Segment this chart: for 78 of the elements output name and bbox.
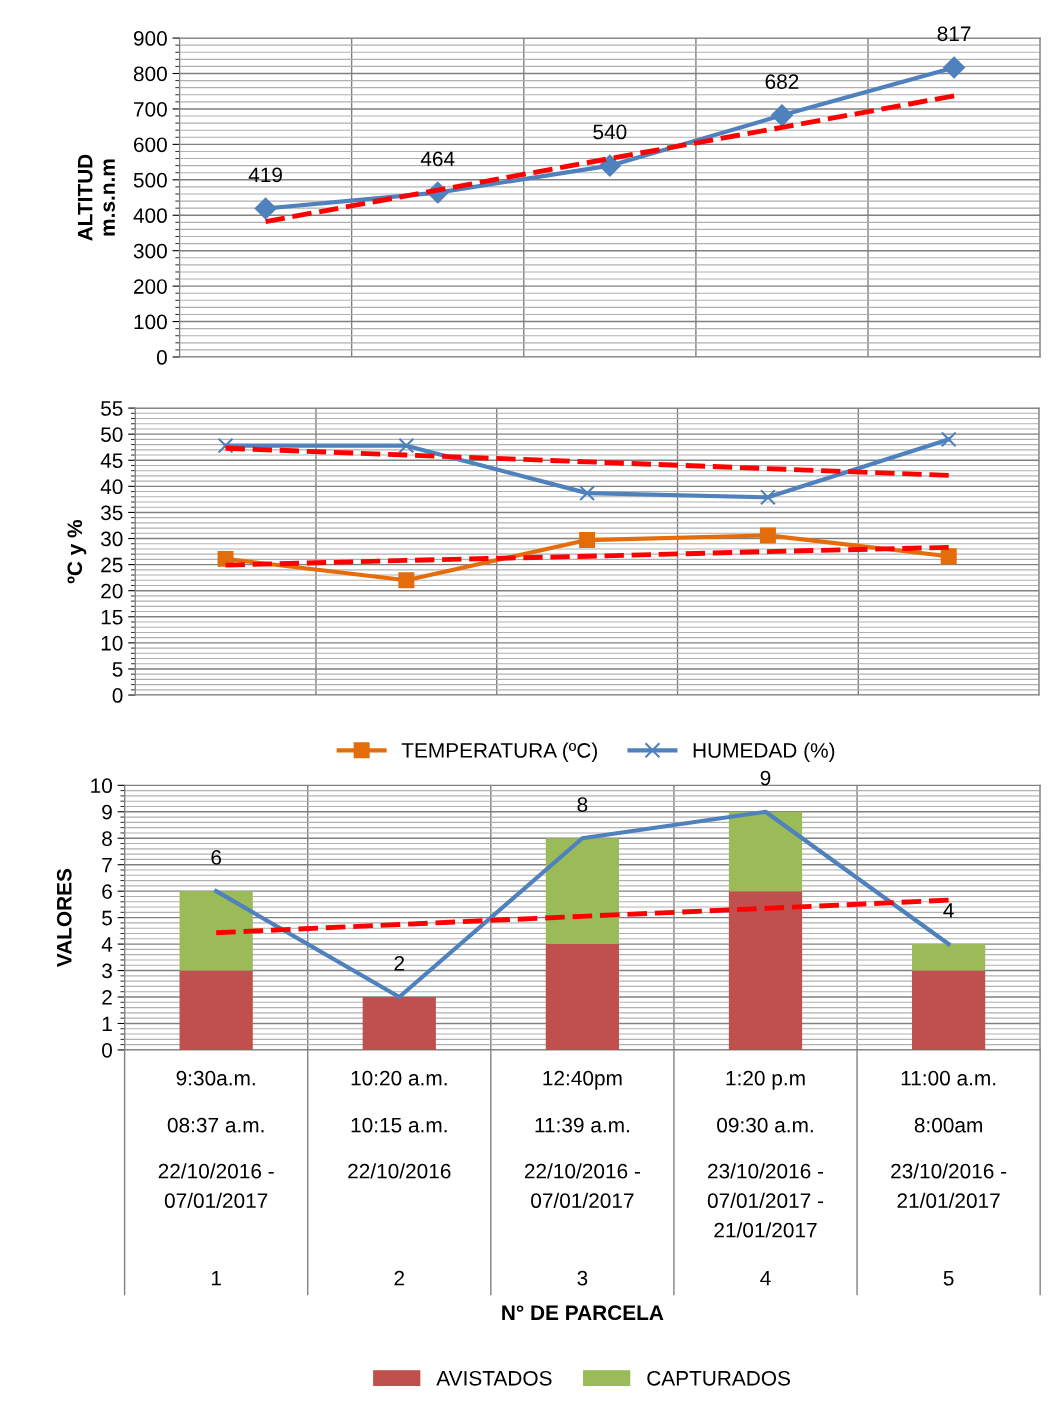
bar bbox=[911, 944, 986, 971]
y-tick-label: 55 bbox=[101, 401, 123, 416]
point bbox=[398, 437, 415, 454]
y-tick-label: 9 bbox=[102, 804, 112, 820]
data-label: 2 bbox=[394, 955, 405, 971]
y-tick-label: 100 bbox=[134, 314, 167, 330]
data-label: 540 bbox=[593, 124, 627, 140]
y-tick-label: 4 bbox=[101, 937, 113, 952]
y-tick-label: 40 bbox=[100, 479, 123, 495]
legend-label: CAPTURADOS bbox=[647, 1370, 790, 1386]
data-label: 817 bbox=[937, 26, 971, 42]
x-axis-title: N° DE PARCELA bbox=[502, 1305, 664, 1321]
y-tick-label: 500 bbox=[133, 172, 167, 188]
point bbox=[943, 56, 965, 79]
point bbox=[217, 437, 234, 454]
bar bbox=[179, 970, 253, 1050]
legend-label: TEMPERATURA (ºC) bbox=[401, 742, 597, 762]
y-tick-label: 35 bbox=[100, 505, 123, 521]
point bbox=[940, 431, 957, 448]
y-tick-label: 20 bbox=[101, 583, 123, 599]
data-label: 464 bbox=[420, 151, 455, 167]
y-tick-label: 25 bbox=[101, 557, 123, 573]
y-tick-label: 45 bbox=[100, 453, 123, 469]
point bbox=[254, 197, 277, 220]
y-tick-label: 10 bbox=[91, 778, 112, 794]
data-label: 9 bbox=[760, 770, 771, 786]
bar bbox=[728, 891, 803, 1050]
data-label: 682 bbox=[765, 74, 799, 89]
legend-label: AVISTADOS bbox=[436, 1370, 552, 1386]
point bbox=[579, 532, 596, 549]
y-tick-label: 15 bbox=[101, 610, 123, 625]
data-label: 419 bbox=[248, 167, 282, 183]
y-tick-label: 400 bbox=[133, 208, 167, 224]
data-label: 8 bbox=[577, 797, 588, 812]
y-tick-label: 900 bbox=[133, 31, 167, 46]
y-tick-label: 0 bbox=[156, 350, 167, 365]
y-tick-label: 700 bbox=[134, 101, 167, 117]
y-tick-label: 5 bbox=[112, 662, 123, 677]
bar bbox=[728, 811, 803, 892]
bar bbox=[362, 997, 436, 1050]
y-tick-label: 300 bbox=[133, 243, 167, 259]
y-tick-label: 1 bbox=[102, 1016, 112, 1032]
point bbox=[398, 572, 415, 589]
category-label: 10:20 a.m. 10:15 a.m. 22/10/2016 2 bbox=[348, 1070, 451, 1286]
data-label: 6 bbox=[211, 850, 222, 865]
bar bbox=[911, 970, 986, 1050]
category-label: 12:40pm 11:39 a.m. 22/10/2016 - 07/01/2017 3 bbox=[524, 1070, 640, 1286]
y-tick-label: 30 bbox=[100, 531, 123, 547]
category-label: 9:30a.m. 08:37 a.m. 22/10/2016 - 07/01/2017 1 bbox=[158, 1070, 274, 1286]
y-tick-label: 600 bbox=[134, 137, 167, 153]
y-axis-title: ALTITUD m.s.n.m bbox=[77, 154, 115, 241]
y-tick-label: 800 bbox=[133, 66, 167, 82]
category-label: 11:00 a.m. 8:00am 23/10/2016 - 21/01/2017 5 bbox=[891, 1070, 1007, 1286]
y-tick-label: 0 bbox=[112, 688, 123, 703]
bar bbox=[545, 944, 620, 1050]
point bbox=[759, 527, 776, 544]
legend-label: HUMEDAD (%) bbox=[693, 742, 835, 762]
point bbox=[771, 104, 793, 127]
y-tick-label: 10 bbox=[101, 635, 123, 651]
y-tick-label: 3 bbox=[102, 963, 112, 979]
point bbox=[579, 485, 596, 502]
y-tick-label: 50 bbox=[101, 427, 123, 442]
point bbox=[759, 489, 776, 506]
point bbox=[940, 548, 957, 565]
data-label: 4 bbox=[943, 903, 954, 918]
y-tick-label: 0 bbox=[102, 1042, 112, 1058]
y-axis-title: VALORES bbox=[56, 868, 72, 968]
y-tick-label: 8 bbox=[102, 831, 112, 846]
y-tick-label: 200 bbox=[134, 279, 167, 294]
point bbox=[598, 154, 621, 177]
y-tick-label: 7 bbox=[102, 857, 112, 873]
category-label: 1:20 p.m 09:30 a.m. 23/10/2016 - 07/01/2017 - 21/01/2017 4 bbox=[707, 1070, 824, 1286]
y-axis-title: ºC y % bbox=[67, 519, 87, 584]
bar bbox=[545, 838, 620, 945]
y-tick-label: 2 bbox=[102, 990, 112, 1005]
y-tick-label: 6 bbox=[102, 884, 112, 899]
y-tick-label: 5 bbox=[102, 910, 112, 926]
bar bbox=[179, 891, 253, 971]
